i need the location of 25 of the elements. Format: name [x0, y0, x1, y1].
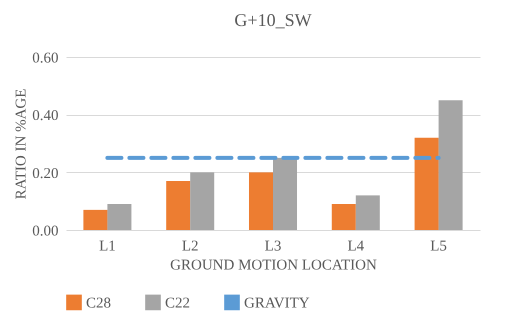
bar [166, 180, 190, 230]
x-tick-label: L2 [182, 238, 199, 254]
bar [190, 172, 214, 230]
y-axis-title: RATIO IN %AGE [13, 88, 30, 200]
y-tick-label: 0.60 [32, 50, 58, 66]
legend-label: C22 [165, 295, 190, 312]
y-tick-label: 0.40 [32, 108, 58, 124]
y-tick-label: 0.20 [32, 166, 58, 182]
bar [356, 195, 380, 230]
x-tick-label: L1 [99, 238, 116, 254]
legend-label: C28 [86, 295, 112, 312]
chart-title: G+10_SW [234, 10, 312, 30]
y-tick-label: 0.00 [32, 224, 58, 240]
bar [83, 210, 108, 230]
x-axis-title: GROUND MOTION LOCATION [170, 258, 377, 274]
x-tick-label: L3 [264, 238, 282, 254]
bar [332, 204, 356, 230]
legend-label: GRAVITY [244, 295, 310, 312]
bar [438, 100, 463, 230]
bar [414, 138, 439, 230]
x-tick-label: L5 [430, 238, 447, 254]
bar [107, 204, 132, 230]
bar [273, 158, 298, 230]
x-tick-label: L4 [347, 238, 365, 254]
bar [248, 172, 273, 230]
